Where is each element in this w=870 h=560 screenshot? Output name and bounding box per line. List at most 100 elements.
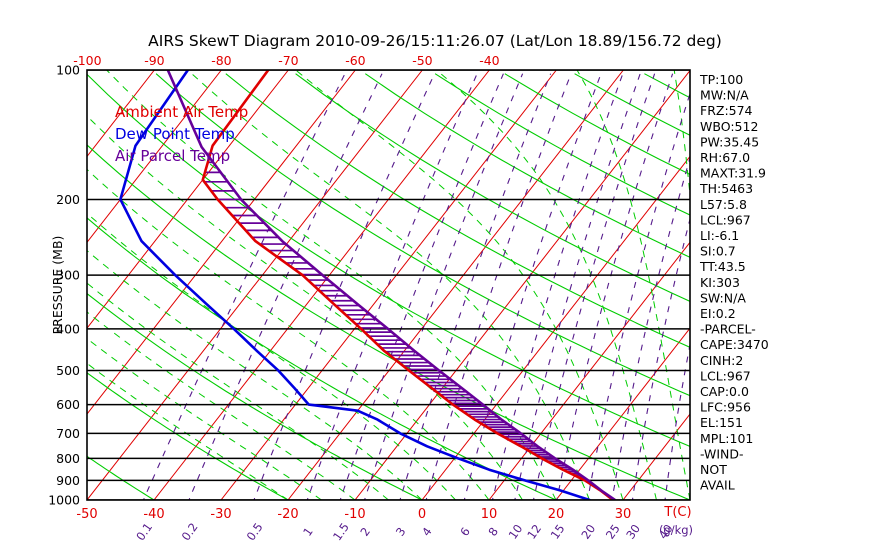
moist-adiabat xyxy=(295,70,624,500)
pressure-tick: 200 xyxy=(56,192,80,207)
dry-adiabat xyxy=(225,73,690,348)
bottom-temp-tick: -30 xyxy=(210,507,231,522)
dry-adiabat xyxy=(364,73,690,258)
dry-adiabat xyxy=(87,73,690,448)
mixing-ratio-line xyxy=(664,341,690,500)
stats-row: FRZ:574 xyxy=(700,103,753,118)
bottom-temp-tick: -40 xyxy=(143,507,164,522)
dry-adiabat xyxy=(87,372,290,500)
top-temp-tick: -60 xyxy=(345,53,365,68)
curve-dew-point-temp xyxy=(119,70,591,500)
legend-item-0: Ambient Air Temp xyxy=(115,103,248,121)
top-temp-tick: -70 xyxy=(278,53,298,68)
top-temperature-axis: -100 -90 -80 -70 -60 -50 -40 xyxy=(73,53,499,68)
sounding-curves xyxy=(119,70,617,500)
legend: Ambient Air Temp Dew Point Temp Air Parcel… xyxy=(115,103,248,165)
stats-row: CAPE:3470 xyxy=(700,337,769,352)
dry-adiabat xyxy=(87,292,424,500)
bottom-temperature-axis: -50 -40 -30 -20 -10 0 10 20 30 T(C) xyxy=(76,505,691,522)
stats-row: PW:35.45 xyxy=(700,134,759,149)
mixing-ratio-line xyxy=(363,73,524,500)
bottom-temp-tick: -50 xyxy=(76,507,97,522)
top-temp-tick: -80 xyxy=(211,53,231,68)
mixing-ratio-line xyxy=(399,73,552,500)
mixing-ratio-line xyxy=(532,73,656,500)
stats-row: EL:151 xyxy=(700,415,743,430)
mixing-ratio-line xyxy=(587,91,690,500)
stats-row: SW:N/A xyxy=(700,290,746,305)
dry-adiabat xyxy=(87,455,156,500)
mixing-ratio-line xyxy=(188,73,383,500)
stats-row: NOT xyxy=(700,462,727,477)
moist-adiabat xyxy=(87,362,289,500)
pressure-tick: 500 xyxy=(56,363,80,378)
isotherm xyxy=(87,70,155,158)
stats-row: WBO:512 xyxy=(700,119,758,134)
bottom-temp-tick: -20 xyxy=(277,507,298,522)
moist-adiabat xyxy=(87,337,322,500)
pressure-tick: 700 xyxy=(56,426,80,441)
moist-adiabat xyxy=(87,212,456,500)
stats-row: -PARCEL- xyxy=(700,322,756,337)
pressure-tick: 900 xyxy=(56,473,80,488)
isotherm xyxy=(354,70,690,500)
stats-row: MW:N/A xyxy=(700,88,749,103)
top-temp-tick: -100 xyxy=(73,53,101,68)
moist-adiabat xyxy=(187,70,590,500)
top-temp-tick: -40 xyxy=(479,53,499,68)
stats-row: L57:5.8 xyxy=(700,197,747,212)
stats-row: TP:100 xyxy=(699,72,743,87)
pressure-tick: 100 xyxy=(56,63,80,78)
temp-unit-label: T(C) xyxy=(663,505,691,520)
stats-row: EI:0.2 xyxy=(700,306,736,321)
bottom-temp-tick: 10 xyxy=(481,507,498,522)
stats-row: LFC:956 xyxy=(700,400,751,415)
stats-row: KI:303 xyxy=(700,275,740,290)
moist-adiabat xyxy=(436,70,657,500)
mixing-ratio-line xyxy=(142,73,346,500)
moist-adiabat xyxy=(576,70,690,500)
moist-adiabat xyxy=(87,168,490,500)
mixing-ratio-tick: 12 xyxy=(524,522,544,542)
stats-row: LCL:967 xyxy=(700,368,751,383)
legend-item-1: Dew Point Temp xyxy=(115,125,235,143)
pressure-axis-label: PRESSURE (MB) xyxy=(50,236,65,335)
stats-row: CINH:2 xyxy=(700,353,743,368)
moist-adiabat xyxy=(106,70,557,500)
stats-row: TT:43.5 xyxy=(699,259,746,274)
pressure-axis: 100 200 300 400 500 600 700 800 900 1000 xyxy=(48,63,80,508)
stats-panel: TP:100MW:N/AFRZ:574WBO:512PW:35.45RH:67.… xyxy=(699,72,769,493)
curve-ambient-air-temp xyxy=(201,70,615,500)
mixing-ratio-line xyxy=(306,73,478,500)
isotherm xyxy=(87,70,222,244)
page-title: AIRS SkewT Diagram 2010-09-26/15:11:26.0… xyxy=(148,32,722,50)
mixing-ratio-tick: 30 xyxy=(623,522,643,542)
stats-row: SI:0.7 xyxy=(700,244,736,259)
bottom-temp-tick: -10 xyxy=(344,507,365,522)
stats-row: CAP:0.0 xyxy=(700,384,749,399)
isotherm xyxy=(622,413,690,500)
mixing-ratio-tick: 40 xyxy=(656,522,676,542)
stats-row: LCL:967 xyxy=(700,212,751,227)
stats-row: MAXT:31.9 xyxy=(700,166,766,181)
bottom-temp-tick: 20 xyxy=(548,507,565,522)
mixing-ratio-tick: 20 xyxy=(578,522,598,542)
stats-row: RH:67.0 xyxy=(700,150,750,165)
isotherm xyxy=(87,70,423,500)
dry-adiabat xyxy=(87,217,558,500)
stats-row: TH:5463 xyxy=(699,181,753,196)
isotherm xyxy=(287,70,624,500)
top-temp-tick: -90 xyxy=(144,53,164,68)
isotherm xyxy=(421,155,690,500)
pressure-tick: 800 xyxy=(56,451,80,466)
mixing-ratio-line xyxy=(339,73,504,500)
bottom-temp-tick: 30 xyxy=(615,507,632,522)
curve-air-parcel-temp xyxy=(166,70,617,500)
legend-item-2: Air Parcel Temp xyxy=(115,147,230,165)
mixing-ratio-line xyxy=(556,73,674,500)
mixing-ratio-unit-label: (g/kg) xyxy=(659,523,693,537)
mixing-ratio-line xyxy=(463,73,602,500)
pressure-tick: 600 xyxy=(56,397,80,412)
